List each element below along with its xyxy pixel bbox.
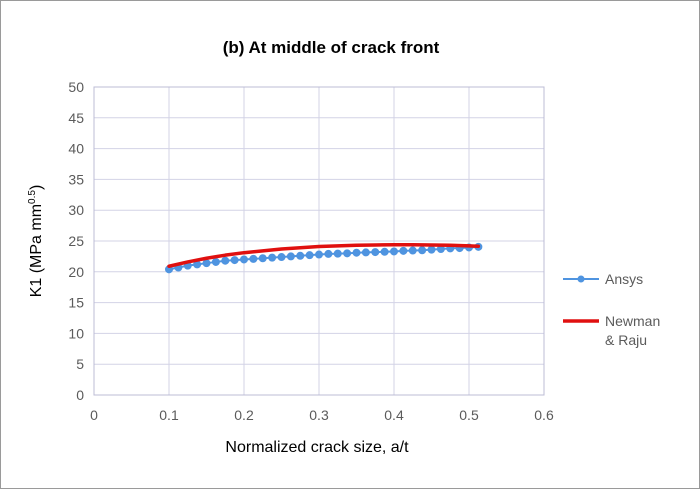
data-point-ansys <box>230 256 239 265</box>
series-line-ansys <box>168 245 480 271</box>
data-point-ansys <box>343 249 352 258</box>
data-point-ansys <box>390 247 398 256</box>
data-point-ansys <box>211 257 220 266</box>
y-tick-label: 40 <box>68 141 84 157</box>
x-tick-label: 0 <box>90 407 98 423</box>
legend: Ansys Newman & Raju <box>563 271 660 348</box>
series-line-newman-raju <box>167 242 481 269</box>
legend-entry-newman-raju: Newman & Raju <box>563 313 660 348</box>
data-point-ansys <box>324 249 333 258</box>
x-tick-label: 0.5 <box>459 407 479 423</box>
data-point-ansys <box>371 248 380 257</box>
data-point-ansys <box>240 255 248 264</box>
y-axis-title-main: K1 (MPa mm <box>28 204 45 297</box>
data-point-ansys <box>427 245 436 254</box>
y-tick-label: 25 <box>68 233 84 249</box>
y-tick-label: 35 <box>68 171 84 187</box>
x-tick-label: 0.4 <box>384 407 404 423</box>
data-point-ansys <box>268 253 277 262</box>
data-series <box>165 242 483 274</box>
y-tick-label: 20 <box>68 264 84 280</box>
legend-label-ansys: Ansys <box>605 271 643 287</box>
y-axis-title-superscript: 0.5 <box>27 190 38 204</box>
y-tick-label: 30 <box>68 202 84 218</box>
x-axis-tick-labels: 0 0.1 0.2 0.3 0.4 0.5 0.6 <box>90 407 554 423</box>
data-point-ansys <box>249 254 258 263</box>
data-point-ansys <box>296 251 305 260</box>
chart-title: (b) At middle of crack front <box>223 38 440 57</box>
y-axis-title: K1 (MPa mm0.5) <box>27 185 45 298</box>
data-point-ansys <box>305 251 314 260</box>
y-tick-label: 0 <box>76 387 84 403</box>
y-tick-label: 45 <box>68 110 84 126</box>
x-tick-label: 0.6 <box>534 407 554 423</box>
legend-label-newman-raju: Newman <box>605 313 660 329</box>
grid-lines <box>93 86 545 396</box>
y-tick-label: 50 <box>68 79 84 95</box>
data-point-ansys <box>408 246 417 255</box>
data-point-ansys <box>333 249 342 258</box>
plot-border <box>93 86 545 396</box>
data-point-ansys <box>286 252 295 261</box>
data-point-ansys <box>399 246 408 255</box>
y-axis-title-close: ) <box>28 185 45 190</box>
data-point-ansys <box>277 253 286 262</box>
y-tick-label: 5 <box>76 356 84 372</box>
data-point-ansys <box>352 248 361 257</box>
x-tick-label: 0.3 <box>309 407 329 423</box>
y-tick-label: 15 <box>68 295 84 311</box>
x-tick-label: 0.1 <box>159 407 179 423</box>
series-newman-raju <box>167 242 481 269</box>
x-axis-title: Normalized crack size, a/t <box>225 439 409 456</box>
legend-label-newman-raju: & Raju <box>605 332 647 348</box>
data-point-ansys <box>361 248 370 257</box>
legend-marker-ansys <box>577 275 585 283</box>
y-tick-label: 10 <box>68 325 84 341</box>
x-tick-label: 0.2 <box>234 407 254 423</box>
data-point-ansys <box>380 247 389 256</box>
plot-area-border <box>93 86 545 396</box>
y-axis-tick-labels: 0 5 10 15 20 25 30 35 40 45 50 <box>68 79 84 403</box>
data-point-ansys <box>418 246 427 255</box>
data-point-ansys <box>315 250 323 259</box>
data-point-ansys <box>258 254 267 263</box>
legend-entry-ansys: Ansys <box>563 271 643 287</box>
data-point-ansys <box>202 259 211 268</box>
data-point-ansys <box>221 256 230 265</box>
